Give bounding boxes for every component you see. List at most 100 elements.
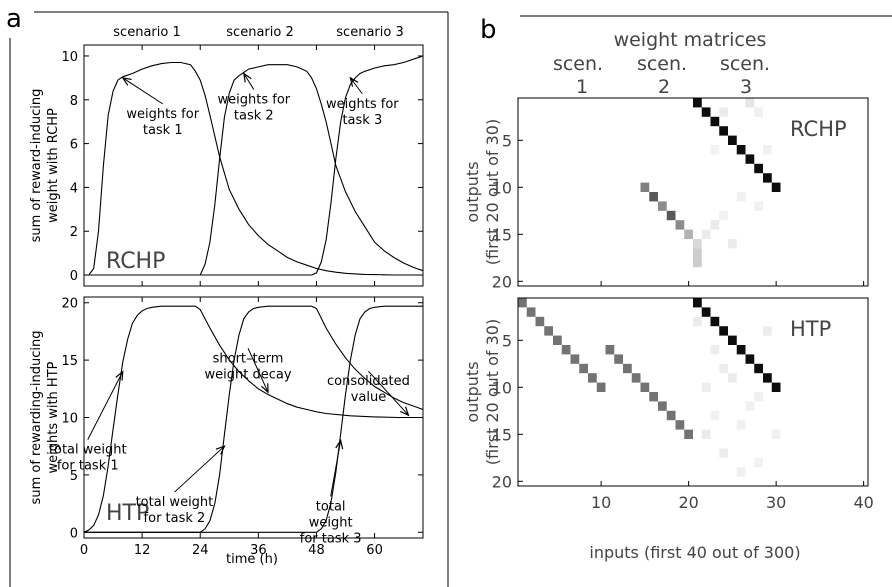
a-bottom-annot-2-line-2: value <box>351 390 387 405</box>
scenario-label-1: scenario 1 <box>113 25 180 40</box>
b-top-ylabel-line2: (first 20 out of 30) <box>483 119 502 265</box>
b-bottom-cell-31 <box>710 345 720 355</box>
b-top-cell-6 <box>745 154 755 164</box>
b-bottom-cell-19 <box>684 429 693 439</box>
b-top-cell-7 <box>754 163 763 174</box>
b-bottom-cell-23 <box>719 326 728 336</box>
b-top-cell-17 <box>693 248 702 258</box>
b-top-ytick-label-0: 5 <box>502 131 512 150</box>
a-top-ytick-label-1: 2 <box>70 225 78 240</box>
b-top-cell-22 <box>719 107 728 117</box>
a-bottom-annot-1-line-2: weight decay <box>205 367 292 382</box>
b-bottom-cell-39 <box>771 429 781 439</box>
b-top-cell-18 <box>693 257 702 268</box>
scen-label-1: scen. <box>553 53 603 75</box>
a-bottom-xtick-label-0: 0 <box>80 543 88 558</box>
b-bottom-cell-25 <box>736 345 746 355</box>
b-bottom-cell-11 <box>614 354 623 364</box>
b-bottom-cell-24 <box>728 335 737 345</box>
b-top-cell-13 <box>666 210 676 221</box>
b-top-cell-23 <box>745 98 755 108</box>
b-top-cell-1 <box>701 107 711 117</box>
a-bottom-annot-arrow-3 <box>174 445 225 493</box>
b-top-cell-15 <box>684 229 693 239</box>
a-top-annot-2-line-2: task 3 <box>342 113 382 128</box>
b-top-cell-28 <box>754 201 763 211</box>
b-bottom-ytick-label-2: 15 <box>492 425 512 444</box>
a-bottom-ytick-label-3: 15 <box>61 354 78 369</box>
b-bottom-cell-5 <box>561 345 571 355</box>
b-top-cell-14 <box>675 220 685 230</box>
a-top-annot-arrowhead-1 <box>242 72 252 83</box>
a-top-annot-0-line-1: weights for <box>126 107 199 122</box>
a-bottom-ytick-label-1: 5 <box>70 469 78 484</box>
b-bottom-cell-44 <box>710 410 720 421</box>
b-bottom-cell-37 <box>754 457 763 468</box>
a-bottom-annot-arrowhead-0 <box>115 370 124 381</box>
a-top-annot-2-line-1: weights for <box>326 97 399 112</box>
b-bottom-cell-28 <box>763 373 772 383</box>
b-bottom-xtick-label-3: 40 <box>853 493 873 512</box>
b-bottom-cell-10 <box>605 345 615 355</box>
b-bottom-cell-43 <box>754 392 763 402</box>
b-top-cell-9 <box>771 182 781 192</box>
scen-number-1: 1 <box>576 76 588 98</box>
b-bottom-cell-15 <box>649 392 658 402</box>
a-bottom-annot-2-line-1: consolidated <box>327 374 410 389</box>
b-bottom-cell-12 <box>623 363 632 374</box>
b-bottom-cell-32 <box>728 373 737 383</box>
a-bottom-annot-3-line-1: total weight <box>136 495 214 510</box>
b-top-ylabel-line1: outputs <box>463 161 482 222</box>
b-bottom-cell-26 <box>745 354 755 364</box>
b-top-cell-27 <box>719 210 728 221</box>
b-top-cell-5 <box>736 145 746 155</box>
a-top-annot-0-line-2: task 1 <box>143 123 183 138</box>
a-bottom-annot-arrow-1 <box>247 348 269 393</box>
a-bottom-annot-arrowhead-2 <box>400 406 410 417</box>
panel-b-xlabel: inputs (first 40 out of 300) <box>589 543 800 562</box>
b-bottom-cell-42 <box>719 363 728 374</box>
a-bottom-ytick-label-2: 10 <box>61 412 78 427</box>
b-top-cell-3 <box>719 126 728 136</box>
a-top-series-1 <box>84 61 423 276</box>
b-bottom-ytick-label-1: 10 <box>492 378 512 397</box>
b-bottom-cell-30 <box>693 316 702 327</box>
a-top-annot-1-line-1: weights for <box>218 92 291 107</box>
b-bottom-cell-29 <box>771 382 781 392</box>
a-bottom-tag: HTP <box>106 501 149 526</box>
b-top-cell-2 <box>710 116 720 127</box>
b-bottom-xtick-label-2: 30 <box>766 493 786 512</box>
a-top-ytick-label-5: 10 <box>61 50 78 65</box>
b-bottom-cell-17 <box>666 410 676 421</box>
b-bottom-ylabel-line2: (first 20 out of 30) <box>483 319 502 465</box>
b-top-cell-0 <box>693 98 702 108</box>
b-top-cell-24 <box>754 107 763 117</box>
b-top-cell-29 <box>710 145 720 155</box>
a-top-ylabel-line2: weight with RCHP <box>46 108 61 223</box>
b-bottom-plot-frame <box>517 297 869 487</box>
a-top-annot-arrow-0 <box>122 77 164 105</box>
b-top-ytick-label-1: 10 <box>492 178 512 197</box>
a-bottom-ylabel-line1: sum of rewarding-inducing <box>29 331 44 505</box>
weight-matrices-title: weight matrices <box>614 29 767 51</box>
b-bottom-cell-1 <box>526 307 536 317</box>
b-bottom-cell-14 <box>640 382 650 392</box>
b-top-cell-21 <box>728 239 737 249</box>
b-top-cell-11 <box>649 192 658 202</box>
scen-label-3: scen. <box>720 53 770 75</box>
a-bottom-xtick-label-4: 48 <box>308 543 325 558</box>
b-bottom-xtick-label-1: 20 <box>678 493 698 512</box>
b-top-tag: RCHP <box>790 117 847 141</box>
a-top-annot-arrowhead-0 <box>121 77 132 86</box>
panel-a-xlabel: time (h) <box>226 552 278 567</box>
b-top-cell-4 <box>728 135 737 145</box>
b-bottom-tag: HTP <box>790 317 831 341</box>
a-bottom-xtick-label-3: 36 <box>250 543 267 558</box>
a-bottom-annot-4-line-3: for task 3 <box>300 531 362 546</box>
a-top-ytick-label-4: 8 <box>70 94 78 109</box>
a-bottom-series-3 <box>84 305 423 533</box>
b-top-cell-12 <box>658 201 667 211</box>
scen-number-3: 3 <box>740 76 752 98</box>
scen-label-2: scen. <box>637 53 687 75</box>
